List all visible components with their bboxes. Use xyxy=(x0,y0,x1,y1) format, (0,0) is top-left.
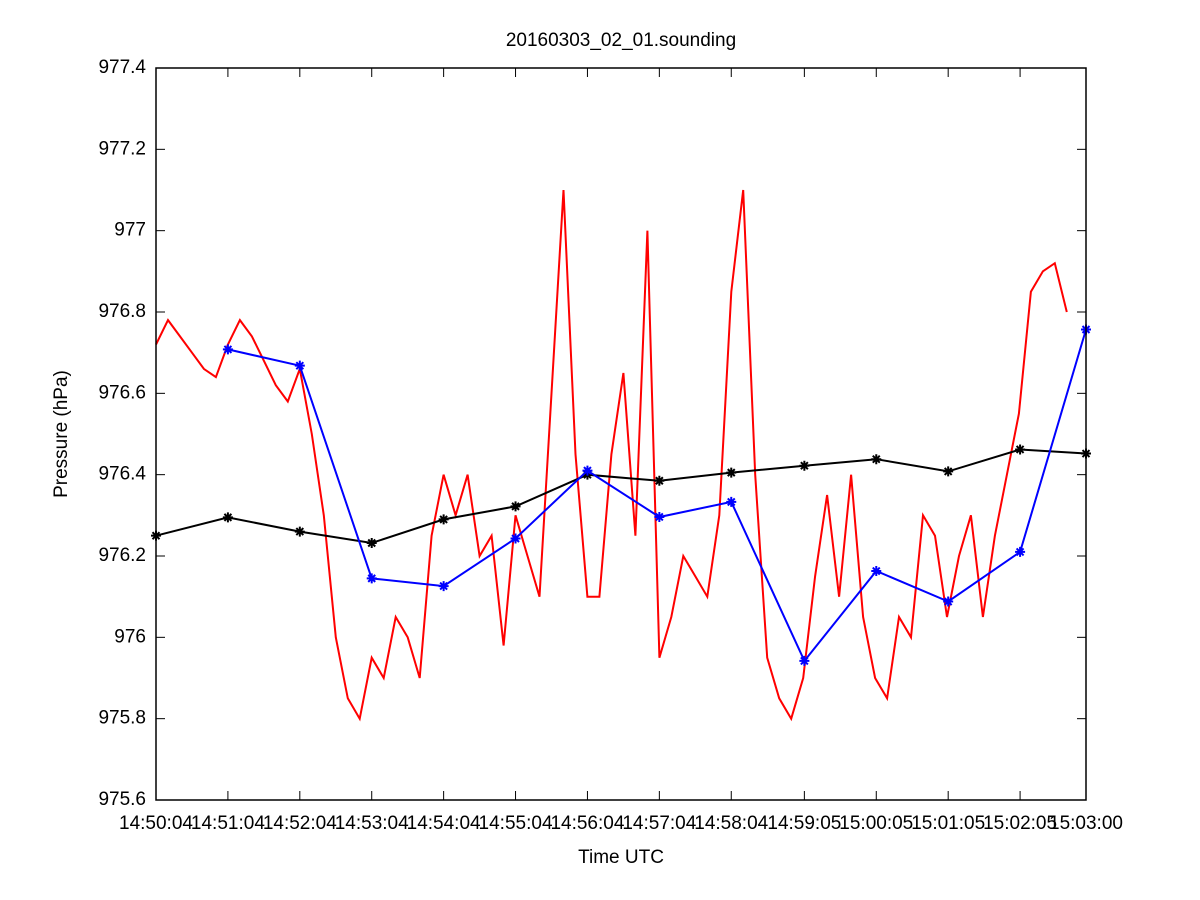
y-tick-label: 975.8 xyxy=(98,708,146,729)
x-tick-label: 14:50:04 xyxy=(119,813,193,834)
y-tick-label: 976 xyxy=(114,626,146,647)
marker xyxy=(799,460,810,471)
y-tick-label: 976.6 xyxy=(98,382,146,403)
marker xyxy=(294,360,305,371)
marker xyxy=(222,512,233,523)
marker xyxy=(654,511,665,522)
x-axis-label: Time UTC xyxy=(578,847,664,868)
marker xyxy=(1015,546,1026,557)
marker xyxy=(582,465,593,476)
plot-frame xyxy=(155,67,1087,801)
x-tick-label: 14:59:05 xyxy=(767,813,841,834)
marker xyxy=(943,596,954,607)
marker xyxy=(726,467,737,478)
marker xyxy=(222,344,233,355)
marker xyxy=(1015,444,1026,455)
x-tick-label: 14:51:04 xyxy=(191,813,265,834)
series-line xyxy=(155,189,1068,722)
y-tick-label: 976.4 xyxy=(98,464,146,485)
y-axis-label: Pressure (hPa) xyxy=(51,370,72,498)
x-tick-label: 14:54:04 xyxy=(407,813,481,834)
marker xyxy=(799,655,810,666)
marker xyxy=(726,496,737,507)
marker xyxy=(510,533,521,544)
marker xyxy=(366,573,377,584)
series-line xyxy=(155,448,1087,545)
marker xyxy=(438,581,449,592)
x-tick-label: 15:02:05 xyxy=(983,813,1057,834)
marker xyxy=(654,475,665,486)
x-tick-label: 14:57:04 xyxy=(622,813,696,834)
marker xyxy=(871,566,882,577)
marker xyxy=(438,514,449,525)
x-tick-label: 15:01:05 xyxy=(911,813,985,834)
y-tick-label: 977 xyxy=(114,220,146,241)
marker xyxy=(510,501,521,512)
x-tick-label: 14:56:04 xyxy=(550,813,624,834)
y-tick-label: 977.2 xyxy=(98,138,146,159)
x-tick-label: 14:55:04 xyxy=(479,813,553,834)
chart-title: 20160303_02_01.sounding xyxy=(506,30,736,51)
y-tick-label: 975.6 xyxy=(98,789,146,810)
marker xyxy=(871,454,882,465)
x-tick-label: 15:03:00 xyxy=(1049,813,1123,834)
marker xyxy=(366,537,377,548)
y-tick-label: 976.2 xyxy=(98,545,146,566)
x-tick-label: 14:58:04 xyxy=(694,813,768,834)
x-tick-label: 14:52:04 xyxy=(263,813,337,834)
y-tick-label: 977.4 xyxy=(98,57,146,78)
marker xyxy=(943,466,954,477)
y-tick-label: 976.8 xyxy=(98,301,146,322)
x-tick-label: 15:00:05 xyxy=(839,813,913,834)
marker xyxy=(294,526,305,537)
x-tick-label: 14:53:04 xyxy=(335,813,409,834)
